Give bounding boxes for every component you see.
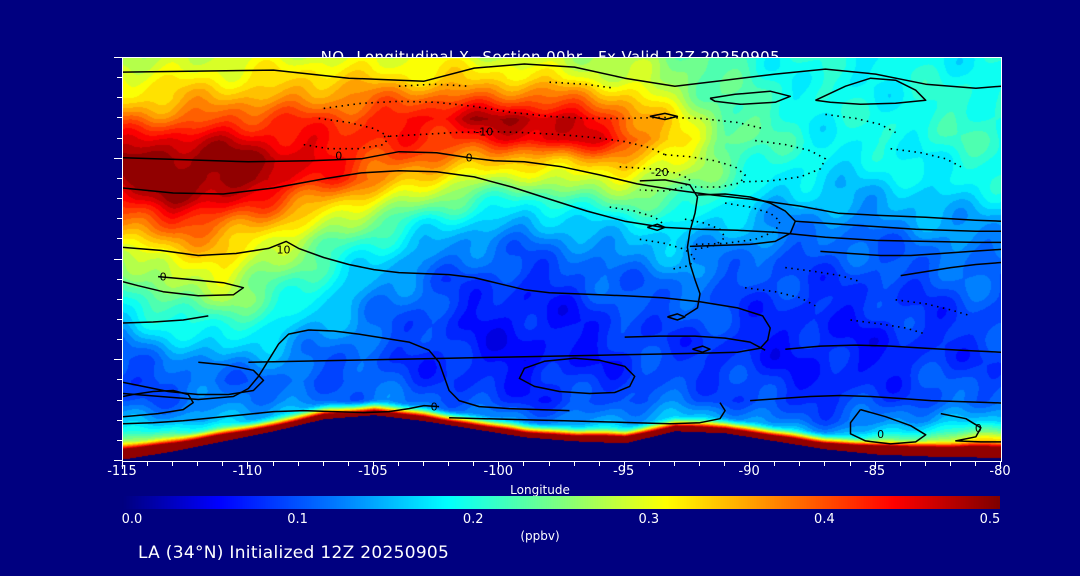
x-axis-tick-label: -80 <box>989 464 1011 479</box>
x-axis-tick-label: -90 <box>738 464 760 479</box>
y-axis-minor-tick <box>117 177 122 179</box>
y-axis-minor-tick <box>117 137 122 139</box>
x-axis-major-tick <box>749 461 751 469</box>
x-axis-minor-tick <box>423 461 424 466</box>
x-axis-minor-tick <box>648 461 650 466</box>
x-axis-minor-tick <box>774 461 776 466</box>
x-axis-title: Longitude <box>510 483 570 497</box>
colorbar-tick-label: 0.3 <box>638 512 660 527</box>
x-axis-tick-label: -110 <box>232 464 263 479</box>
x-axis-minor-tick <box>548 461 550 466</box>
y-axis-minor-tick <box>117 218 122 220</box>
y-axis-major-tick <box>114 57 122 58</box>
y-axis-minor-tick <box>117 399 122 401</box>
y-axis-minor-tick <box>117 439 122 441</box>
x-axis-major-tick <box>1000 461 1001 469</box>
y-axis-major-tick <box>114 359 122 361</box>
colorbar-gradient <box>122 496 1000 509</box>
y-axis-minor-tick <box>117 198 122 200</box>
x-axis-minor-tick <box>397 461 399 466</box>
x-axis-minor-tick <box>724 461 726 466</box>
x-axis-minor-tick <box>899 461 901 466</box>
colorbar <box>122 496 1000 509</box>
x-axis-minor-tick <box>949 461 951 466</box>
x-axis-tick-label: -100 <box>483 464 514 479</box>
plot-area: 0 0 10 0 0 0 0 -10 -20 <box>122 57 1002 462</box>
colorbar-tick-label: 0.0 <box>121 512 143 527</box>
x-axis-major-tick <box>623 461 625 469</box>
colorbar-tick-label: 0.5 <box>979 512 1001 527</box>
x-axis-minor-tick <box>222 461 224 466</box>
y-axis-minor-tick <box>117 97 122 99</box>
x-axis-minor-tick <box>824 461 826 466</box>
y-axis-minor-tick <box>117 298 122 300</box>
no2-concentration-field <box>123 58 1001 461</box>
x-axis-major-tick <box>247 461 249 469</box>
x-axis-minor-tick <box>523 461 525 466</box>
x-axis-minor-tick <box>272 461 274 466</box>
y-axis-major-tick <box>114 157 122 159</box>
x-axis-minor-tick <box>147 461 149 466</box>
x-axis-major-tick <box>874 461 876 469</box>
y-axis-minor-tick <box>117 419 122 421</box>
y-axis-minor-tick <box>117 319 122 320</box>
y-axis-minor-tick <box>117 379 122 381</box>
x-axis-minor-tick <box>297 461 299 466</box>
y-axis-minor-tick <box>117 77 122 79</box>
y-axis-minor-tick <box>117 339 122 341</box>
y-axis-major-tick <box>114 258 122 260</box>
x-axis-minor-tick <box>197 461 199 466</box>
y-axis-minor-tick <box>117 117 122 119</box>
x-axis-minor-tick <box>849 461 851 466</box>
figure-caption: LA (34°N) Initialized 12Z 20250905 <box>138 543 450 563</box>
x-axis-minor-tick <box>974 461 976 466</box>
x-axis-tick-label: -85 <box>863 464 886 479</box>
x-axis-minor-tick <box>699 461 700 466</box>
x-axis-minor-tick <box>322 461 324 466</box>
y-axis-minor-tick <box>117 238 122 240</box>
x-axis-major-tick <box>372 461 374 469</box>
x-axis-minor-tick <box>172 461 174 466</box>
colorbar-tick-label: 0.4 <box>814 512 835 527</box>
x-axis-minor-tick <box>347 461 349 466</box>
y-axis-minor-tick <box>117 278 122 280</box>
x-axis-minor-tick <box>573 461 575 466</box>
x-axis-minor-tick <box>598 461 600 466</box>
x-axis-minor-tick <box>473 461 475 466</box>
x-axis-minor-tick <box>924 461 926 466</box>
y-axis-major-tick <box>114 460 122 461</box>
colorbar-tick-label: 0.1 <box>287 512 308 527</box>
x-axis-tick-label: -105 <box>358 464 388 479</box>
x-axis-tick-label: -95 <box>613 464 635 479</box>
x-axis-minor-tick <box>673 461 675 466</box>
x-axis-minor-tick <box>448 461 450 466</box>
colorbar-tick-label: 0.2 <box>462 512 484 527</box>
y-axis-title: Altitude (km) <box>0 98 1 298</box>
x-axis-minor-tick <box>799 461 801 466</box>
x-axis-major-tick <box>122 461 123 469</box>
colorbar-unit-label: (ppbv) <box>520 529 560 543</box>
x-axis-tick-label: -115 <box>107 464 137 479</box>
x-axis-major-tick <box>498 461 500 469</box>
